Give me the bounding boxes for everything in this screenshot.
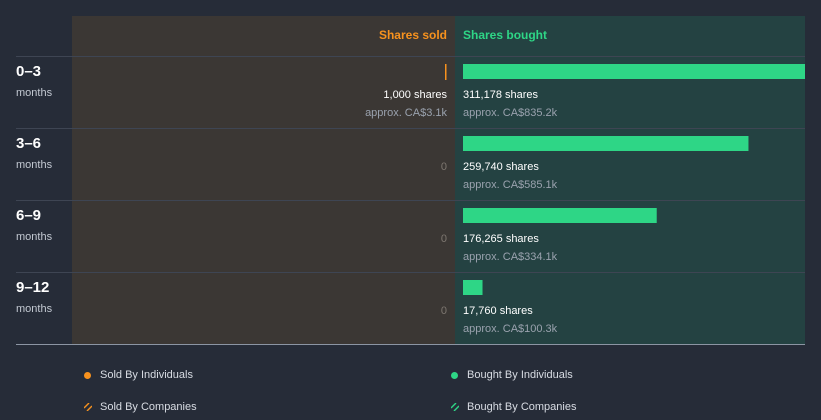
bought-value-label: approx. CA$835.2k	[463, 107, 558, 119]
bought-shares-label: 176,265 shares	[463, 233, 539, 245]
bought-header: Shares bought	[463, 28, 547, 42]
bought-bar	[463, 64, 805, 79]
legend-sold-companies-label: Sold By Companies	[100, 401, 197, 413]
period-label: 9–12	[16, 279, 49, 296]
period-unit: months	[16, 159, 53, 171]
legend-bought-companies: Bought By Companies	[451, 401, 576, 413]
bought-value-label: approx. CA$585.1k	[463, 179, 558, 191]
period-unit: months	[16, 231, 53, 243]
sold-value-label: approx. CA$3.1k	[365, 107, 447, 119]
legend-bought-individuals-label: Bought By Individuals	[467, 369, 573, 381]
period-label: 6–9	[16, 207, 41, 224]
sold-header: Shares sold	[379, 28, 447, 42]
bought-bar	[463, 208, 657, 223]
bought-value-label: approx. CA$334.1k	[463, 251, 558, 263]
bought-shares-label: 259,740 shares	[463, 161, 539, 173]
sold-shares-label: 0	[441, 305, 447, 317]
bought-shares-label: 17,760 shares	[463, 305, 533, 317]
sold-bar	[445, 64, 447, 80]
sold-shares-label: 0	[441, 161, 447, 173]
sold-companies-hatch-icon	[84, 403, 92, 411]
sold-shares-label: 0	[441, 233, 447, 245]
sold-individuals-dot-icon	[84, 371, 91, 379]
legend-sold-individuals: Sold By Individuals	[84, 369, 193, 381]
bought-bar	[463, 280, 483, 295]
sold-shares-label: 1,000 shares	[383, 89, 447, 101]
bought-shares-label: 311,178 shares	[463, 89, 539, 101]
sold-panel	[72, 16, 455, 344]
legend-bought-companies-label: Bought By Companies	[467, 401, 577, 413]
period-label: 3–6	[16, 135, 41, 152]
legend-bought-individuals: Bought By Individuals	[451, 369, 573, 381]
bought-bar	[463, 136, 749, 151]
bought-value-label: approx. CA$100.3k	[463, 323, 558, 335]
period-label: 0–3	[16, 63, 41, 80]
legend-sold-companies: Sold By Companies	[84, 401, 197, 413]
legend-sold-individuals-label: Sold By Individuals	[100, 369, 193, 381]
bought-individuals-dot-icon	[451, 371, 458, 379]
bought-companies-hatch-icon	[451, 403, 459, 411]
period-unit: months	[16, 87, 53, 99]
period-unit: months	[16, 303, 53, 315]
